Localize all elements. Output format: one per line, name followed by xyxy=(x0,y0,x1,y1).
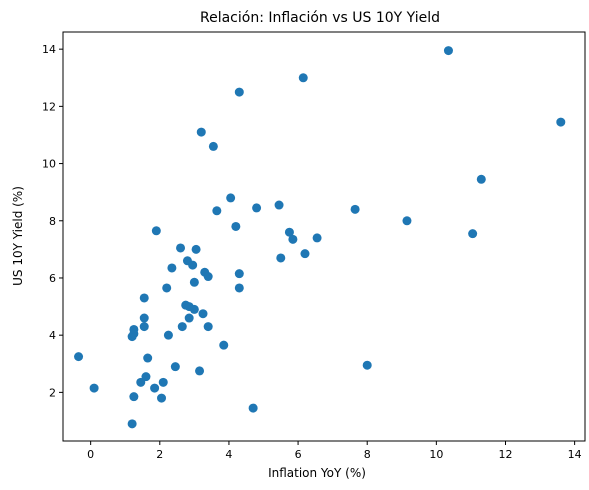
data-point-35 xyxy=(203,322,213,332)
data-point-25 xyxy=(184,313,194,323)
data-point-38 xyxy=(212,206,222,216)
data-point-0 xyxy=(74,352,84,362)
y-tick-label: 2 xyxy=(49,386,56,399)
data-point-46 xyxy=(252,203,262,213)
y-axis-ticks: 2 4 6 8 10 12 14 xyxy=(42,43,63,399)
data-point-7 xyxy=(136,377,146,387)
data-point-10 xyxy=(139,322,149,332)
data-point-33 xyxy=(198,309,208,319)
data-point-40 xyxy=(226,193,236,203)
data-point-47 xyxy=(274,200,284,210)
data-point-59 xyxy=(476,174,486,184)
y-tick-label: 6 xyxy=(49,272,56,285)
data-point-57 xyxy=(443,46,453,56)
data-point-9 xyxy=(143,353,153,363)
data-point-1 xyxy=(89,383,99,393)
data-point-16 xyxy=(158,377,168,387)
data-point-60 xyxy=(556,117,566,127)
data-point-37 xyxy=(208,141,218,151)
data-point-48 xyxy=(276,253,286,263)
data-point-2 xyxy=(127,419,137,429)
data-point-11 xyxy=(139,313,149,323)
x-tick-label: 4 xyxy=(225,448,232,461)
data-point-3 xyxy=(129,392,139,402)
data-point-39 xyxy=(219,340,229,350)
plot-area-frame xyxy=(62,31,586,442)
data-point-12 xyxy=(139,293,149,303)
data-point-30 xyxy=(191,244,201,254)
y-tick-label: 4 xyxy=(49,329,56,342)
data-point-21 xyxy=(176,243,186,253)
data-point-51 xyxy=(298,73,308,83)
data-point-58 xyxy=(468,229,478,239)
data-point-42 xyxy=(234,283,244,293)
data-point-49 xyxy=(284,227,294,237)
x-tick-label: 12 xyxy=(498,448,512,461)
data-point-45 xyxy=(248,403,258,413)
x-tick-label: 10 xyxy=(429,448,443,461)
data-point-44 xyxy=(234,87,244,97)
y-tick-label: 14 xyxy=(42,43,56,56)
data-point-36 xyxy=(203,272,213,282)
x-axis-ticks: 0 2 4 6 8 10 12 14 xyxy=(87,441,582,461)
data-point-22 xyxy=(177,322,187,332)
data-point-29 xyxy=(189,277,199,287)
x-tick-label: 6 xyxy=(295,448,302,461)
data-point-41 xyxy=(231,221,241,231)
data-point-19 xyxy=(167,263,177,273)
data-point-20 xyxy=(170,362,180,372)
data-point-55 xyxy=(362,360,372,370)
data-point-32 xyxy=(196,127,206,137)
data-point-43 xyxy=(234,269,244,279)
data-point-15 xyxy=(157,393,167,403)
y-axis-label: US 10Y Yield (%) xyxy=(11,186,25,286)
data-points xyxy=(74,46,566,429)
x-axis-label: Inflation YoY (%) xyxy=(268,466,366,480)
data-point-53 xyxy=(312,233,322,243)
data-point-13 xyxy=(150,383,160,393)
x-tick-label: 8 xyxy=(364,448,371,461)
x-tick-label: 2 xyxy=(156,448,163,461)
y-tick-label: 8 xyxy=(49,215,56,228)
data-point-17 xyxy=(162,283,172,293)
data-point-50 xyxy=(288,234,298,244)
data-point-28 xyxy=(189,304,199,314)
chart-title: Relación: Inflación vs US 10Y Yield xyxy=(200,10,440,26)
data-point-8 xyxy=(141,372,151,382)
data-point-18 xyxy=(163,330,173,340)
x-tick-label: 14 xyxy=(568,448,582,461)
data-point-31 xyxy=(195,366,205,376)
x-tick-label: 0 xyxy=(87,448,94,461)
y-tick-label: 10 xyxy=(42,158,56,171)
data-point-14 xyxy=(151,226,161,236)
data-point-6 xyxy=(129,324,139,334)
data-point-56 xyxy=(402,216,412,226)
data-point-54 xyxy=(350,204,360,214)
y-tick-label: 12 xyxy=(42,100,56,113)
data-point-27 xyxy=(188,260,198,270)
data-point-52 xyxy=(300,249,310,259)
